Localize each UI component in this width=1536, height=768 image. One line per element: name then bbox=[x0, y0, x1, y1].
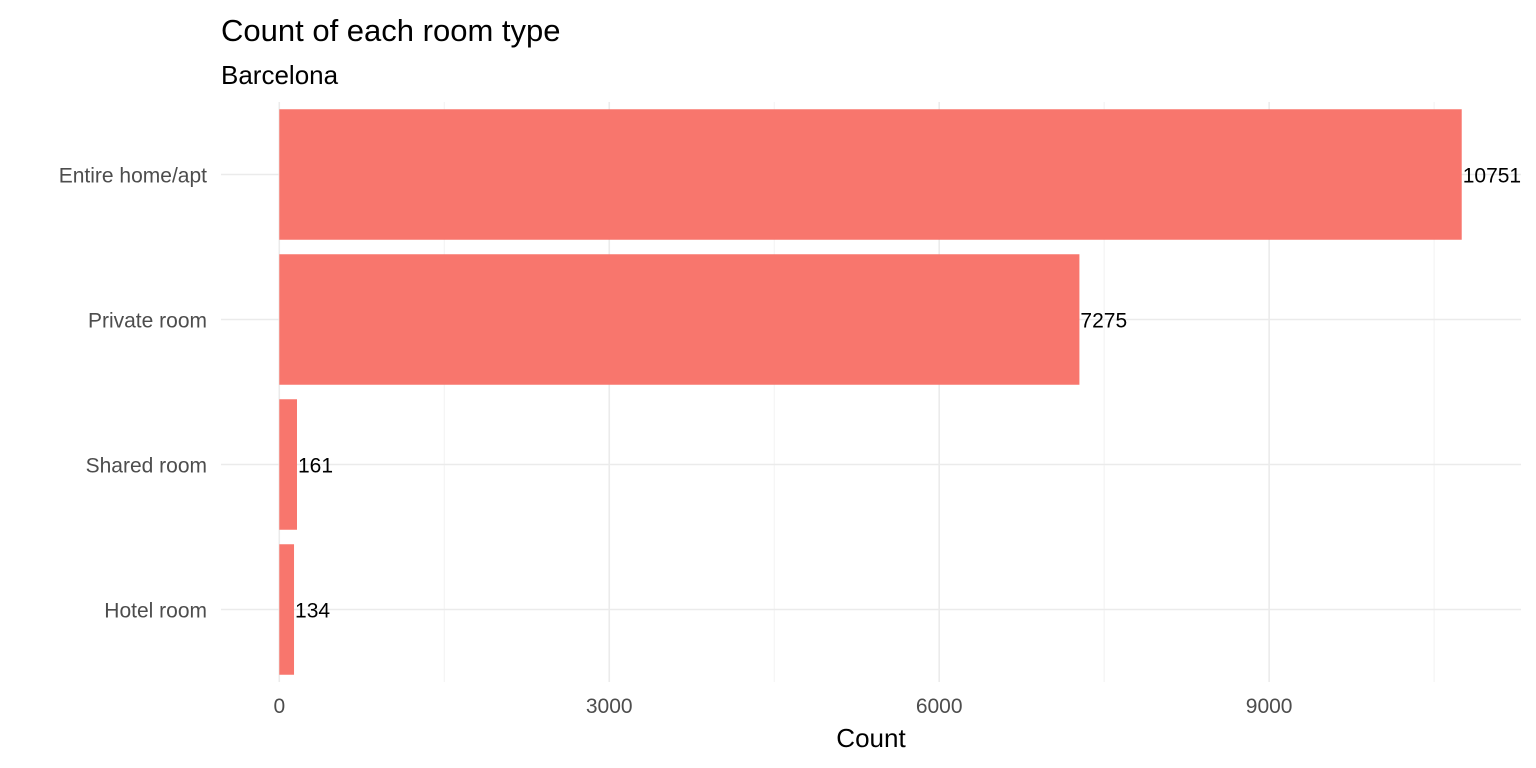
data-label: 134 bbox=[295, 600, 330, 623]
x-tick-label: 6000 bbox=[916, 695, 963, 718]
bars bbox=[279, 109, 1462, 675]
x-tick-label: 9000 bbox=[1246, 695, 1293, 718]
chart-subtitle: Barcelona bbox=[221, 60, 339, 90]
y-tick-label: Entire home/apt bbox=[59, 165, 207, 188]
x-axis-title: Count bbox=[836, 723, 906, 753]
data-label: 7275 bbox=[1080, 310, 1127, 333]
data-label: 161 bbox=[298, 455, 333, 478]
data-label: 10751 bbox=[1463, 165, 1521, 188]
y-tick-label: Hotel room bbox=[104, 600, 207, 623]
chart-title: Count of each room type bbox=[221, 13, 560, 48]
bar bbox=[279, 399, 297, 530]
x-axis-tick-labels: 0 3000 6000 9000 bbox=[273, 695, 1292, 718]
x-tick-label: 3000 bbox=[586, 695, 633, 718]
y-tick-label: Private room bbox=[88, 310, 207, 333]
x-tick-label: 0 bbox=[273, 695, 285, 718]
y-tick-label: Shared room bbox=[86, 455, 207, 478]
bar bbox=[279, 544, 295, 675]
bar bbox=[279, 254, 1080, 385]
bar bbox=[279, 109, 1462, 240]
data-labels: 10751 7275 161 134 bbox=[295, 165, 1521, 623]
y-axis-tick-labels: Entire home/apt Private room Shared room Ho… bbox=[59, 165, 207, 623]
